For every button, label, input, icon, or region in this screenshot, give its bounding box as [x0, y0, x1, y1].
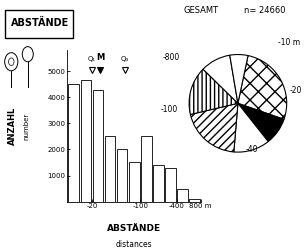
Text: GESAMT: GESAMT: [183, 6, 218, 15]
Text: n= 24660: n= 24660: [244, 6, 285, 15]
Text: M: M: [96, 53, 105, 62]
Bar: [141, 136, 152, 202]
Bar: [177, 188, 188, 202]
Wedge shape: [238, 56, 287, 119]
Wedge shape: [238, 103, 284, 142]
Text: distances: distances: [116, 240, 152, 249]
Text: ANZAHL: ANZAHL: [8, 107, 16, 145]
Bar: [68, 84, 79, 202]
Wedge shape: [203, 55, 238, 103]
Text: -800: -800: [163, 53, 180, 62]
Bar: [117, 149, 127, 202]
Bar: [93, 89, 103, 202]
Text: number: number: [24, 112, 30, 140]
Bar: [81, 80, 91, 202]
Wedge shape: [189, 69, 238, 114]
Wedge shape: [190, 103, 238, 152]
Bar: [189, 199, 200, 202]
FancyBboxPatch shape: [5, 10, 73, 38]
Text: ABSTÄNDE: ABSTÄNDE: [11, 18, 69, 28]
Text: Q₃: Q₃: [120, 56, 129, 62]
Text: -20: -20: [289, 86, 302, 95]
Wedge shape: [230, 54, 248, 103]
Bar: [165, 168, 176, 202]
Bar: [129, 163, 139, 202]
Text: ABSTÄNDE: ABSTÄNDE: [107, 224, 161, 233]
Text: -100: -100: [160, 105, 178, 114]
Wedge shape: [234, 103, 268, 152]
Bar: [153, 165, 164, 202]
Bar: [105, 136, 115, 202]
Text: -40: -40: [246, 145, 258, 154]
Text: -10 m: -10 m: [278, 38, 300, 47]
Text: Q₁: Q₁: [88, 56, 96, 62]
